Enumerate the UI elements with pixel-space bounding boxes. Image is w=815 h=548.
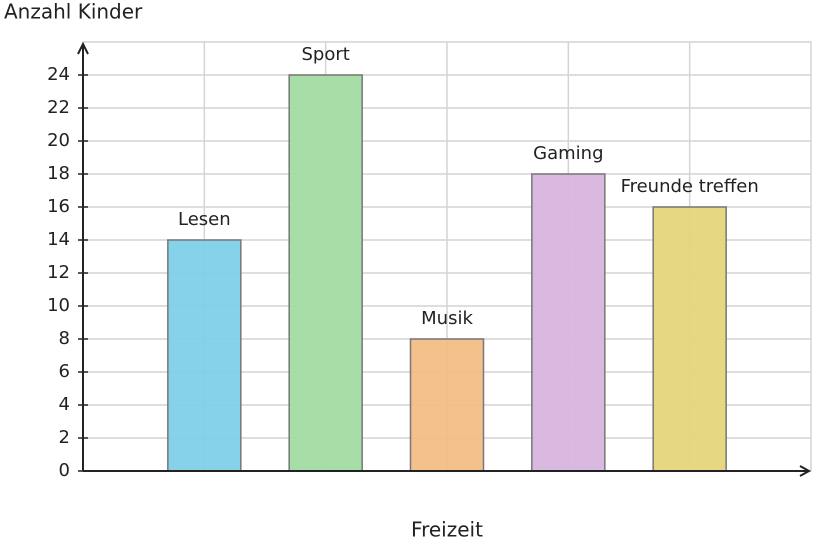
y-tick-label: 18 xyxy=(47,163,70,184)
y-tick-label: 2 xyxy=(59,427,70,448)
category-label: Sport xyxy=(302,44,350,65)
bar xyxy=(409,338,485,472)
category-label: Musik xyxy=(421,308,473,329)
y-tick-label: 6 xyxy=(59,361,70,382)
bar xyxy=(531,173,606,472)
y-tick-label: 8 xyxy=(59,328,70,349)
bar xyxy=(167,239,242,472)
y-tick-label: 20 xyxy=(47,130,70,151)
y-axis-arrow xyxy=(77,41,89,55)
y-axis-label: Anzahl Kinder xyxy=(4,0,143,24)
y-tick-label: 10 xyxy=(47,295,70,316)
y-tick-label: 16 xyxy=(47,196,70,217)
y-tick-label: 4 xyxy=(59,394,70,415)
x-axis-label: Freizeit xyxy=(411,518,483,542)
category-label: Lesen xyxy=(178,209,231,230)
y-tick-label: 14 xyxy=(47,229,70,250)
bars: Lesen Sport Musik Gaming Freunde treffen xyxy=(167,44,759,472)
y-tick-label: 0 xyxy=(59,460,70,481)
category-label: Gaming xyxy=(533,143,603,164)
category-label: Freunde treffen xyxy=(621,176,759,197)
y-tick-label: 24 xyxy=(47,64,70,85)
bar xyxy=(288,74,363,472)
x-axis-arrow xyxy=(799,465,812,477)
bar xyxy=(652,206,727,472)
y-tick-label: 22 xyxy=(47,97,70,118)
y-tick-label: 12 xyxy=(47,262,70,283)
